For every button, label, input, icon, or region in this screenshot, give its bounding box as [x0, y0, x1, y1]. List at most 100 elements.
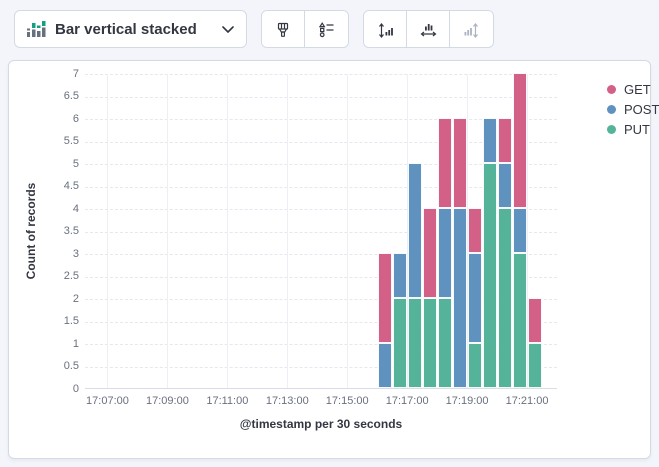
visual-options-button[interactable] [262, 11, 305, 47]
bar-segment-get[interactable] [452, 118, 467, 208]
h-gridline [85, 276, 557, 278]
y-tick-label: 2.5 [63, 270, 79, 282]
h-gridline [85, 321, 557, 323]
legend-item-get[interactable]: GET [607, 79, 659, 99]
bar-segment-put[interactable] [497, 208, 512, 388]
y-tick-label: 3.5 [63, 225, 79, 237]
v-gridline [287, 74, 289, 388]
v-gridline [347, 74, 349, 388]
x-tick-label: 17:11:00 [206, 395, 249, 407]
h-gridline [85, 164, 557, 165]
bottom-axis-button[interactable] [407, 11, 450, 47]
h-gridline [85, 299, 557, 300]
x-tick-label: 17:15:00 [325, 395, 369, 407]
bar-segment-get[interactable] [377, 253, 392, 343]
bar-segment-put[interactable] [512, 253, 527, 388]
x-tick-label: 17:07:00 [86, 395, 129, 407]
bar-segment-put[interactable] [407, 298, 422, 388]
chevron-down-icon [222, 25, 234, 33]
h-gridline [85, 141, 557, 143]
chart-type-label: Bar vertical stacked [55, 20, 197, 38]
bar-segment-post[interactable] [482, 118, 497, 163]
shape-list-icon [318, 22, 335, 38]
chart-panel: Count of records 0 0.5 1 1.5 2 2.5 3 3.5 4 4.5 5 5.… [8, 60, 659, 459]
h-gridline [85, 74, 557, 75]
legend-label: POST [624, 101, 659, 117]
x-axis-ticks: 17:07:00 17:09:00 17:11:00 17:13:00 17:15:00… [85, 395, 557, 409]
y-tick-label: 2 [72, 292, 79, 305]
bar-segment-get[interactable] [512, 73, 527, 208]
bar-segment-put[interactable] [467, 343, 482, 388]
y-tick-label: 4.5 [63, 180, 79, 192]
bar-segment-post[interactable] [467, 253, 482, 343]
y-tick-label: 6 [72, 112, 79, 125]
h-gridline [85, 209, 557, 210]
bar-segment-put[interactable] [437, 298, 452, 388]
left-axis-button[interactable] [364, 11, 407, 47]
chart-toolbar: Bar vertical stacked [14, 10, 494, 48]
legend-dot [607, 84, 616, 94]
x-tick-label: 17:19:00 [445, 395, 489, 407]
h-gridline [85, 119, 557, 120]
x-tick-label: 17:09:00 [145, 395, 189, 407]
chart-type-selector[interactable]: Bar vertical stacked [14, 10, 247, 48]
bar-segment-post[interactable] [497, 163, 512, 208]
bar-segment-get[interactable] [527, 298, 542, 343]
bar-segment-post[interactable] [377, 343, 392, 388]
v-gridline [527, 74, 529, 388]
h-gridline [85, 254, 557, 255]
bar-segment-put[interactable] [422, 298, 437, 388]
legend-label: GET [624, 81, 651, 97]
legend-item-post[interactable]: POST [607, 99, 659, 119]
bar-segment-put[interactable] [392, 298, 407, 388]
h-gridline [85, 366, 557, 368]
y-tick-label: 7 [72, 67, 79, 80]
bottom-axis-arrows-icon [420, 22, 437, 39]
x-axis-title: @timestamp per 30 seconds [239, 417, 403, 431]
y-tick-label: 0.5 [63, 360, 79, 372]
y-tick-label: 0 [72, 382, 79, 395]
h-gridline [85, 344, 557, 345]
bar-segment-get[interactable] [422, 208, 437, 298]
x-tick-label: 17:21:00 [505, 395, 549, 407]
h-gridline [85, 231, 557, 233]
bar-segment-post[interactable] [512, 208, 527, 253]
legend-item-put[interactable]: PUT [607, 119, 659, 139]
y-tick-label: 1.5 [63, 315, 79, 327]
bar-vertical-stacked-icon [27, 21, 46, 37]
x-tick-label: 17:13:00 [265, 395, 309, 407]
bar-segment-get[interactable] [467, 208, 482, 253]
bar-segment-post[interactable] [452, 208, 467, 388]
bar-segment-post[interactable] [392, 253, 407, 298]
v-gridline [167, 74, 169, 388]
y-tick-label: 3 [72, 247, 79, 260]
h-gridline [85, 96, 557, 98]
style-button-group [261, 10, 349, 48]
legend-dot [607, 104, 616, 114]
axis-button-group [363, 10, 494, 48]
bar-segment-get[interactable] [497, 118, 512, 163]
bar-segment-post[interactable] [437, 208, 452, 298]
h-gridline [85, 186, 557, 188]
y-tick-label: 5 [72, 157, 79, 170]
legend-dot [607, 124, 616, 134]
x-tick-label: 17:17:00 [385, 395, 429, 407]
v-gridline [107, 74, 109, 388]
legend-settings-button[interactable] [305, 11, 348, 47]
plot-area [85, 73, 557, 389]
y-tick-label: 5.5 [63, 135, 79, 147]
y-axis-ticks: 0 0.5 1 1.5 2 2.5 3 3.5 4 4.5 5 5.5 6 6.5 7 [9, 68, 79, 395]
right-axis-button [450, 11, 493, 47]
bar-segment-post[interactable] [407, 163, 422, 298]
y-tick-label: 4 [72, 202, 79, 215]
paint-brush-icon [275, 22, 291, 38]
v-gridline [227, 74, 229, 388]
right-axis-arrows-icon [463, 22, 480, 39]
bar-segment-put[interactable] [482, 163, 497, 388]
bar-segment-get[interactable] [437, 118, 452, 208]
bar-segment-put[interactable] [527, 343, 542, 388]
y-tick-label: 1 [72, 337, 79, 350]
chart-legend: GET POST PUT [607, 79, 659, 139]
left-axis-arrows-icon [377, 22, 394, 39]
legend-label: PUT [624, 121, 650, 137]
